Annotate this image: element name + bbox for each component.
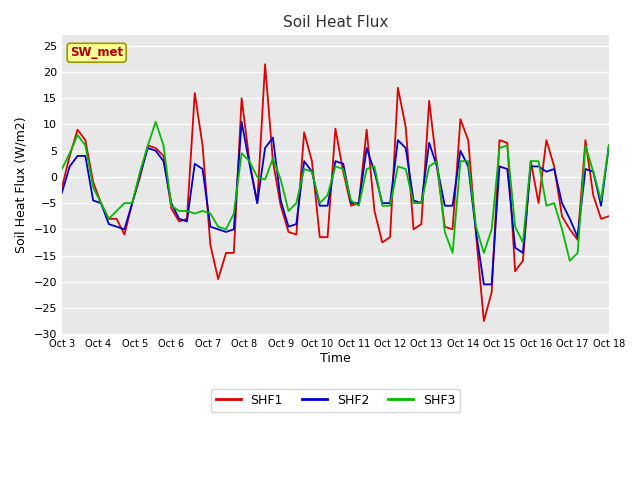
Line: SHF2: SHF2 xyxy=(62,122,609,284)
SHF1 xyxy=(136,174,144,180)
SHF3 xyxy=(566,258,573,264)
SHF1 xyxy=(261,61,269,67)
Line: SHF3: SHF3 xyxy=(62,122,609,261)
SHF2 xyxy=(394,137,402,143)
Legend: SHF1, SHF2, SHF3: SHF1, SHF2, SHF3 xyxy=(211,389,460,411)
Line: SHF1: SHF1 xyxy=(62,64,609,321)
SHF3 xyxy=(152,119,159,125)
SHF3 xyxy=(394,164,402,169)
SHF3 xyxy=(589,169,597,175)
Title: Soil Heat Flux: Soil Heat Flux xyxy=(283,15,388,30)
SHF2 xyxy=(589,169,597,175)
SHF2 xyxy=(605,143,612,148)
SHF3 xyxy=(558,227,566,232)
SHF1 xyxy=(74,127,81,132)
SHF1 xyxy=(394,85,402,91)
SHF2 xyxy=(74,153,81,159)
X-axis label: Time: Time xyxy=(320,352,351,365)
SHF3 xyxy=(136,169,144,175)
SHF1 xyxy=(480,318,488,324)
SHF1 xyxy=(566,227,573,232)
SHF3 xyxy=(74,132,81,138)
SHF3 xyxy=(605,143,612,148)
Text: SW_met: SW_met xyxy=(70,46,124,59)
Y-axis label: Soil Heat Flux (W/m2): Soil Heat Flux (W/m2) xyxy=(15,117,28,253)
SHF2 xyxy=(58,190,66,195)
SHF1 xyxy=(605,213,612,219)
SHF2 xyxy=(480,281,488,287)
SHF2 xyxy=(238,119,246,125)
SHF2 xyxy=(332,158,339,164)
SHF1 xyxy=(58,184,66,190)
SHF3 xyxy=(58,166,66,172)
SHF2 xyxy=(136,171,144,177)
SHF2 xyxy=(566,216,573,222)
SHF1 xyxy=(332,126,339,132)
SHF3 xyxy=(332,164,339,169)
SHF1 xyxy=(589,192,597,198)
